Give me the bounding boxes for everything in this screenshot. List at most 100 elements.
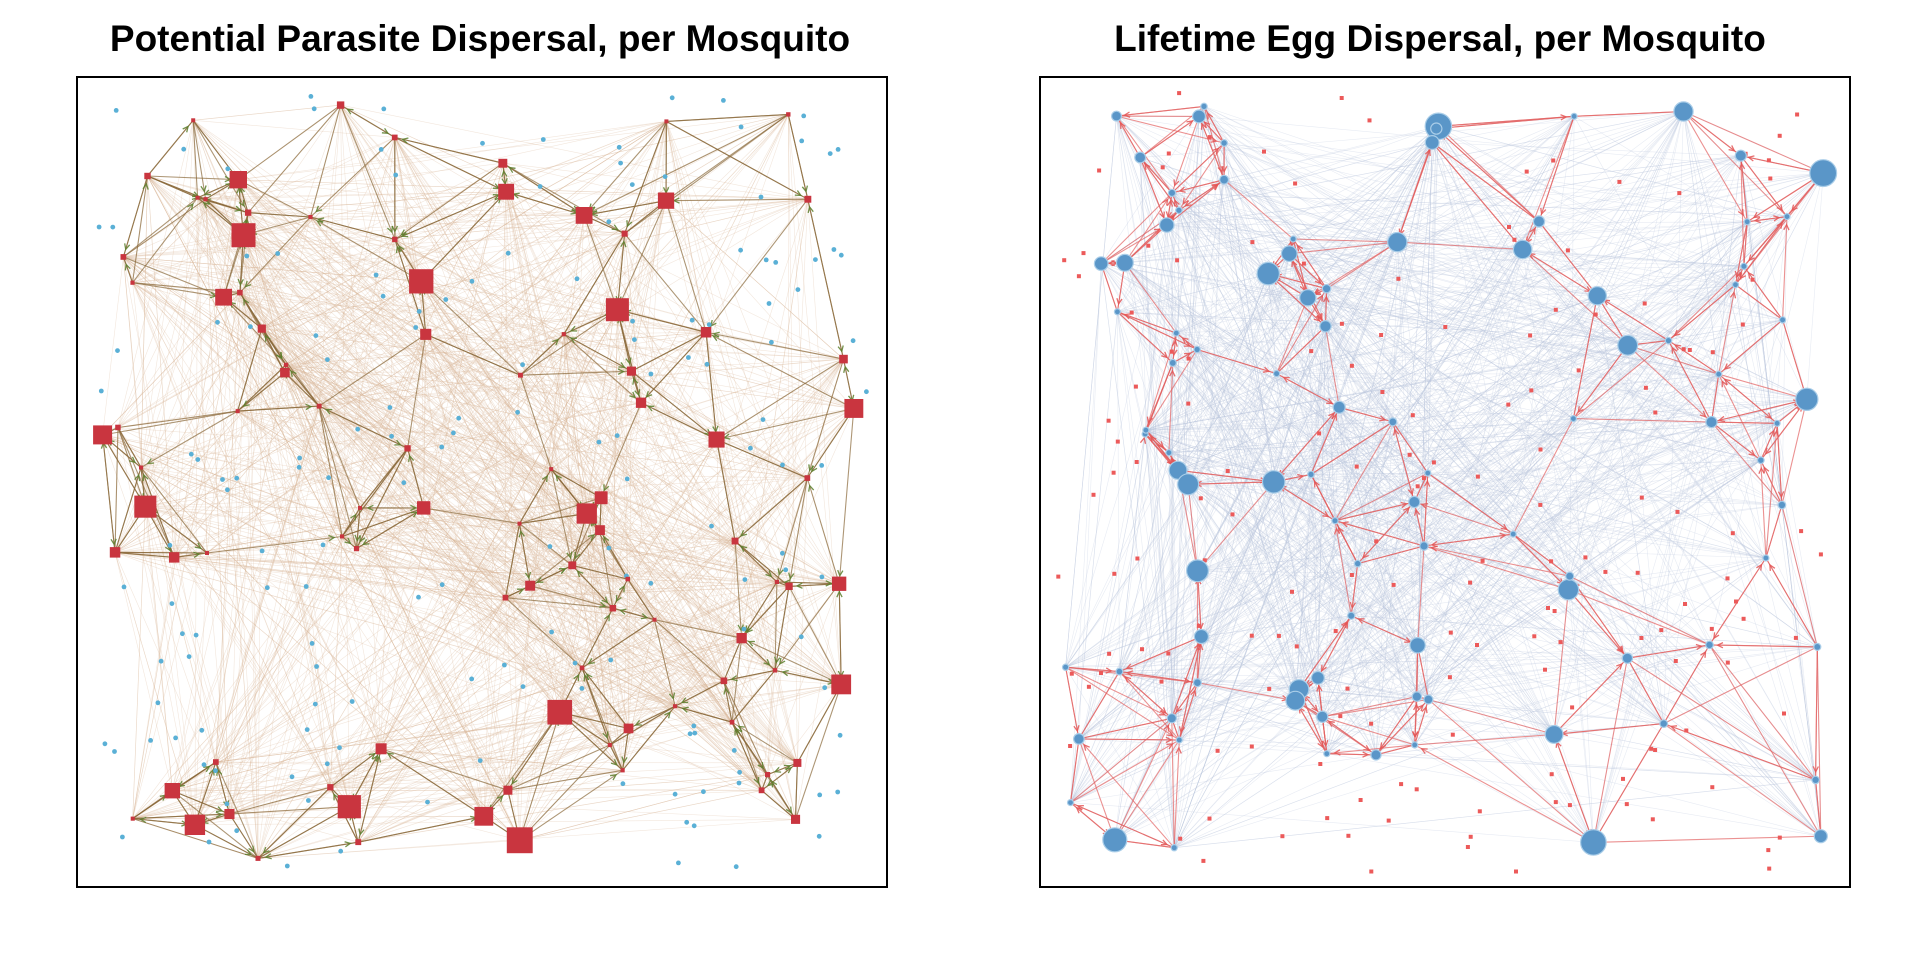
network-edge — [1172, 333, 1177, 363]
arrow-head — [290, 369, 297, 378]
faint-edge — [114, 552, 196, 825]
faint-edge — [507, 581, 778, 791]
arrow-head — [1327, 720, 1335, 727]
network-edge — [1765, 423, 1778, 559]
faint-edge — [1070, 311, 1118, 803]
faint-edge — [599, 439, 717, 531]
faint-edge — [1416, 646, 1818, 697]
point — [1649, 746, 1654, 751]
faint-edge — [172, 216, 311, 791]
faint-edge — [1295, 423, 1778, 701]
faint-edge — [341, 309, 618, 537]
faint-edge — [519, 439, 717, 841]
faint-edge — [519, 585, 531, 841]
faint-edge — [1171, 192, 1340, 408]
faint-edge — [102, 121, 667, 436]
faint-edge — [1171, 192, 1312, 475]
faint-edge — [147, 175, 485, 817]
faint-edge — [654, 408, 855, 620]
faint-edge — [1070, 172, 1824, 803]
faint-edge — [285, 364, 776, 671]
faint-edge — [1743, 266, 1783, 506]
arrow-head — [837, 569, 844, 578]
faint-edge — [173, 137, 396, 558]
network-edge — [1078, 671, 1120, 740]
faint-edge — [1187, 484, 1296, 701]
point — [540, 137, 546, 142]
faint-edge — [1392, 421, 1429, 700]
faint-edge — [1392, 345, 1628, 423]
faint-edge — [132, 282, 611, 746]
faint-edge — [1124, 221, 1540, 264]
faint-edge — [140, 467, 629, 729]
network-edge — [1710, 374, 1720, 423]
faint-edge — [132, 282, 485, 817]
faint-edge — [1065, 657, 1628, 668]
network-edge — [1078, 738, 1180, 741]
faint-edge — [1569, 221, 1748, 577]
square-node — [245, 209, 252, 216]
square-node — [417, 501, 431, 515]
faint-edge — [330, 670, 776, 788]
point — [838, 252, 844, 258]
arrow-head — [262, 846, 270, 854]
faint-edge — [529, 469, 552, 586]
faint-edge — [215, 705, 676, 763]
faint-edge — [1139, 157, 1189, 485]
arrow-head — [1144, 162, 1151, 170]
faint-edge — [1432, 142, 1669, 341]
faint-edge — [261, 328, 587, 514]
faint-edge — [123, 256, 613, 609]
faint-edge — [505, 581, 777, 598]
faint-edge — [1223, 179, 1628, 346]
arrow-head — [264, 334, 271, 342]
faint-edge — [147, 175, 561, 713]
faint-edge — [140, 364, 287, 468]
faint-edge — [123, 256, 623, 771]
network-edge — [237, 104, 341, 181]
faint-edge — [1357, 373, 1719, 564]
faint-edge — [423, 507, 561, 713]
faint-edge — [194, 281, 422, 825]
faint-edge — [318, 105, 341, 407]
faint-edge — [237, 410, 762, 791]
faint-edge — [114, 552, 676, 707]
circle-node — [1261, 470, 1286, 494]
network-edge — [529, 529, 601, 587]
faint-edge — [1573, 319, 1783, 419]
faint-edge — [359, 507, 840, 584]
faint-edge — [1101, 155, 1741, 264]
point — [614, 433, 620, 438]
faint-edge — [1428, 557, 1767, 700]
faint-edge — [1171, 362, 1174, 719]
faint-edge — [261, 328, 623, 771]
faint-edge — [1627, 345, 1664, 724]
faint-edge — [529, 334, 565, 586]
faint-edge — [559, 402, 642, 713]
faint-edge — [1298, 216, 1788, 690]
arrow-head — [808, 464, 815, 472]
faint-edge — [140, 467, 506, 598]
faint-edge — [1173, 253, 1290, 848]
square-node — [839, 354, 848, 364]
point — [620, 781, 626, 787]
arrow-head — [358, 828, 365, 836]
arrow-head — [734, 728, 741, 736]
faint-edge — [197, 197, 561, 713]
arrow-head — [324, 408, 333, 415]
faint-edge — [215, 761, 798, 764]
faint-edge — [1326, 172, 1824, 289]
faint-edge — [1114, 284, 1736, 841]
faint-edge — [340, 104, 725, 681]
faint-edge — [1203, 106, 1398, 243]
point — [1318, 762, 1323, 766]
faint-edge — [192, 120, 343, 537]
faint-edge — [1065, 666, 1664, 724]
faint-edge — [380, 597, 506, 749]
faint-edge — [1668, 340, 1816, 780]
faint-edge — [1178, 111, 1684, 211]
arrow-head — [1075, 806, 1083, 814]
faint-edge — [1295, 111, 1684, 701]
faint-edge — [1065, 221, 1748, 668]
arrow-head — [1321, 664, 1327, 673]
